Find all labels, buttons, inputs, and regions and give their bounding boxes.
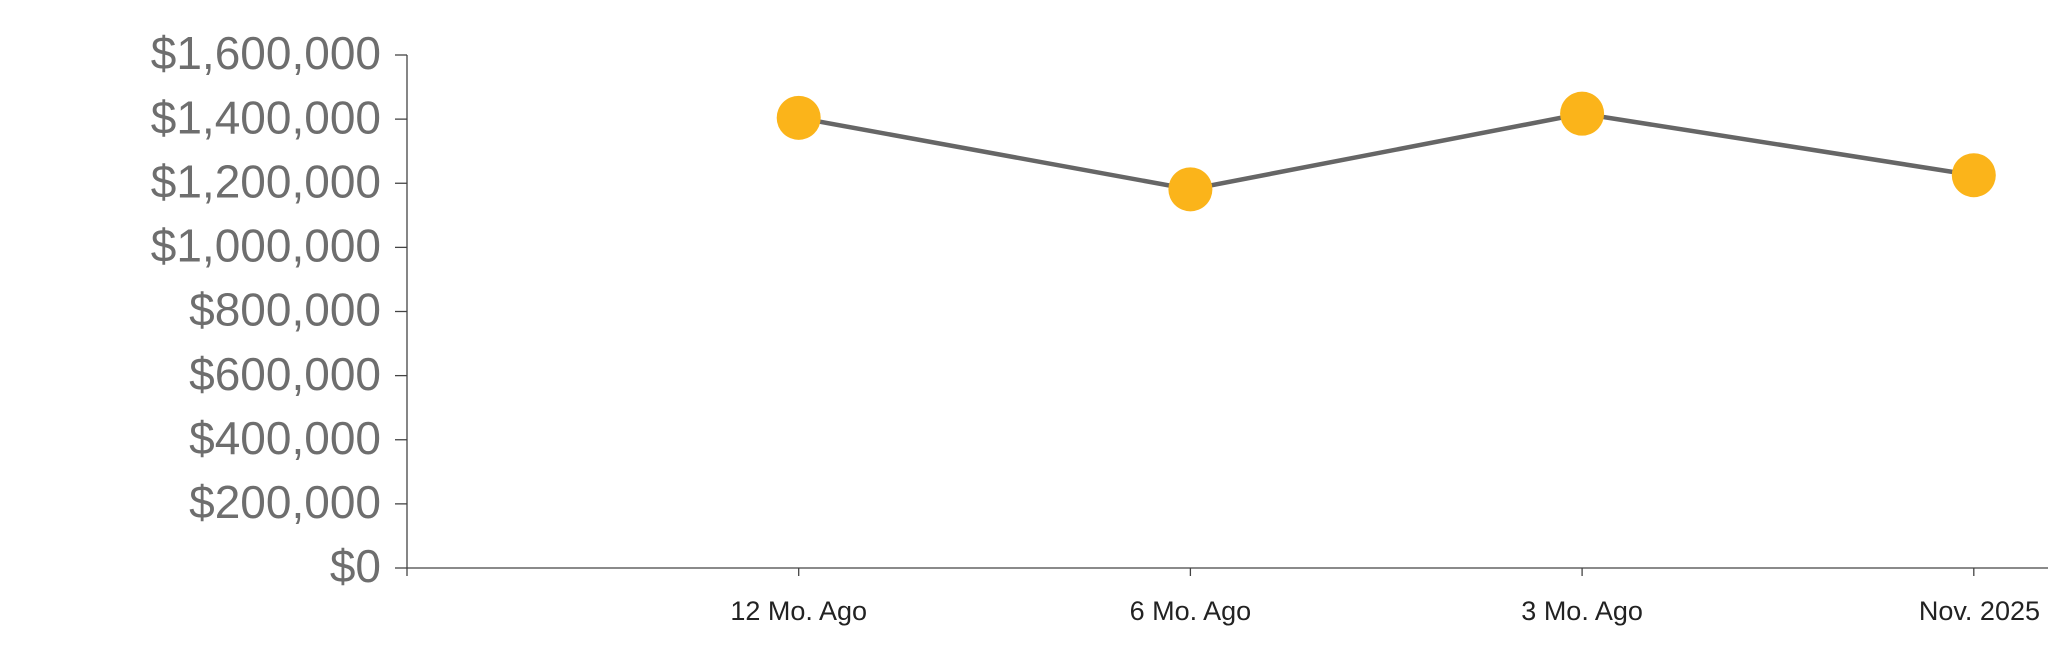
data-point <box>776 95 821 140</box>
x-tick-label: 6 Mo. Ago <box>1130 596 1252 626</box>
y-tick-label: $800,000 <box>189 284 381 336</box>
data-point <box>1168 167 1213 212</box>
data-point <box>1560 91 1605 136</box>
y-tick-label: $1,200,000 <box>151 155 381 207</box>
data-point <box>1951 153 1996 198</box>
x-tick-label: 3 Mo. Ago <box>1521 596 1643 626</box>
y-tick-label: $600,000 <box>189 348 381 400</box>
y-tick-label: $1,400,000 <box>151 91 381 143</box>
y-tick-label: $200,000 <box>189 476 381 528</box>
series-line <box>798 111 1975 192</box>
y-tick-label: $400,000 <box>189 412 381 464</box>
x-tick-label: Nov. 2025 <box>1919 596 2040 626</box>
x-tick-label: 12 Mo. Ago <box>730 596 867 626</box>
y-tick-label: $0 <box>330 540 381 592</box>
y-tick-label: $1,600,000 <box>151 27 381 79</box>
y-tick-label: $1,000,000 <box>151 220 381 272</box>
